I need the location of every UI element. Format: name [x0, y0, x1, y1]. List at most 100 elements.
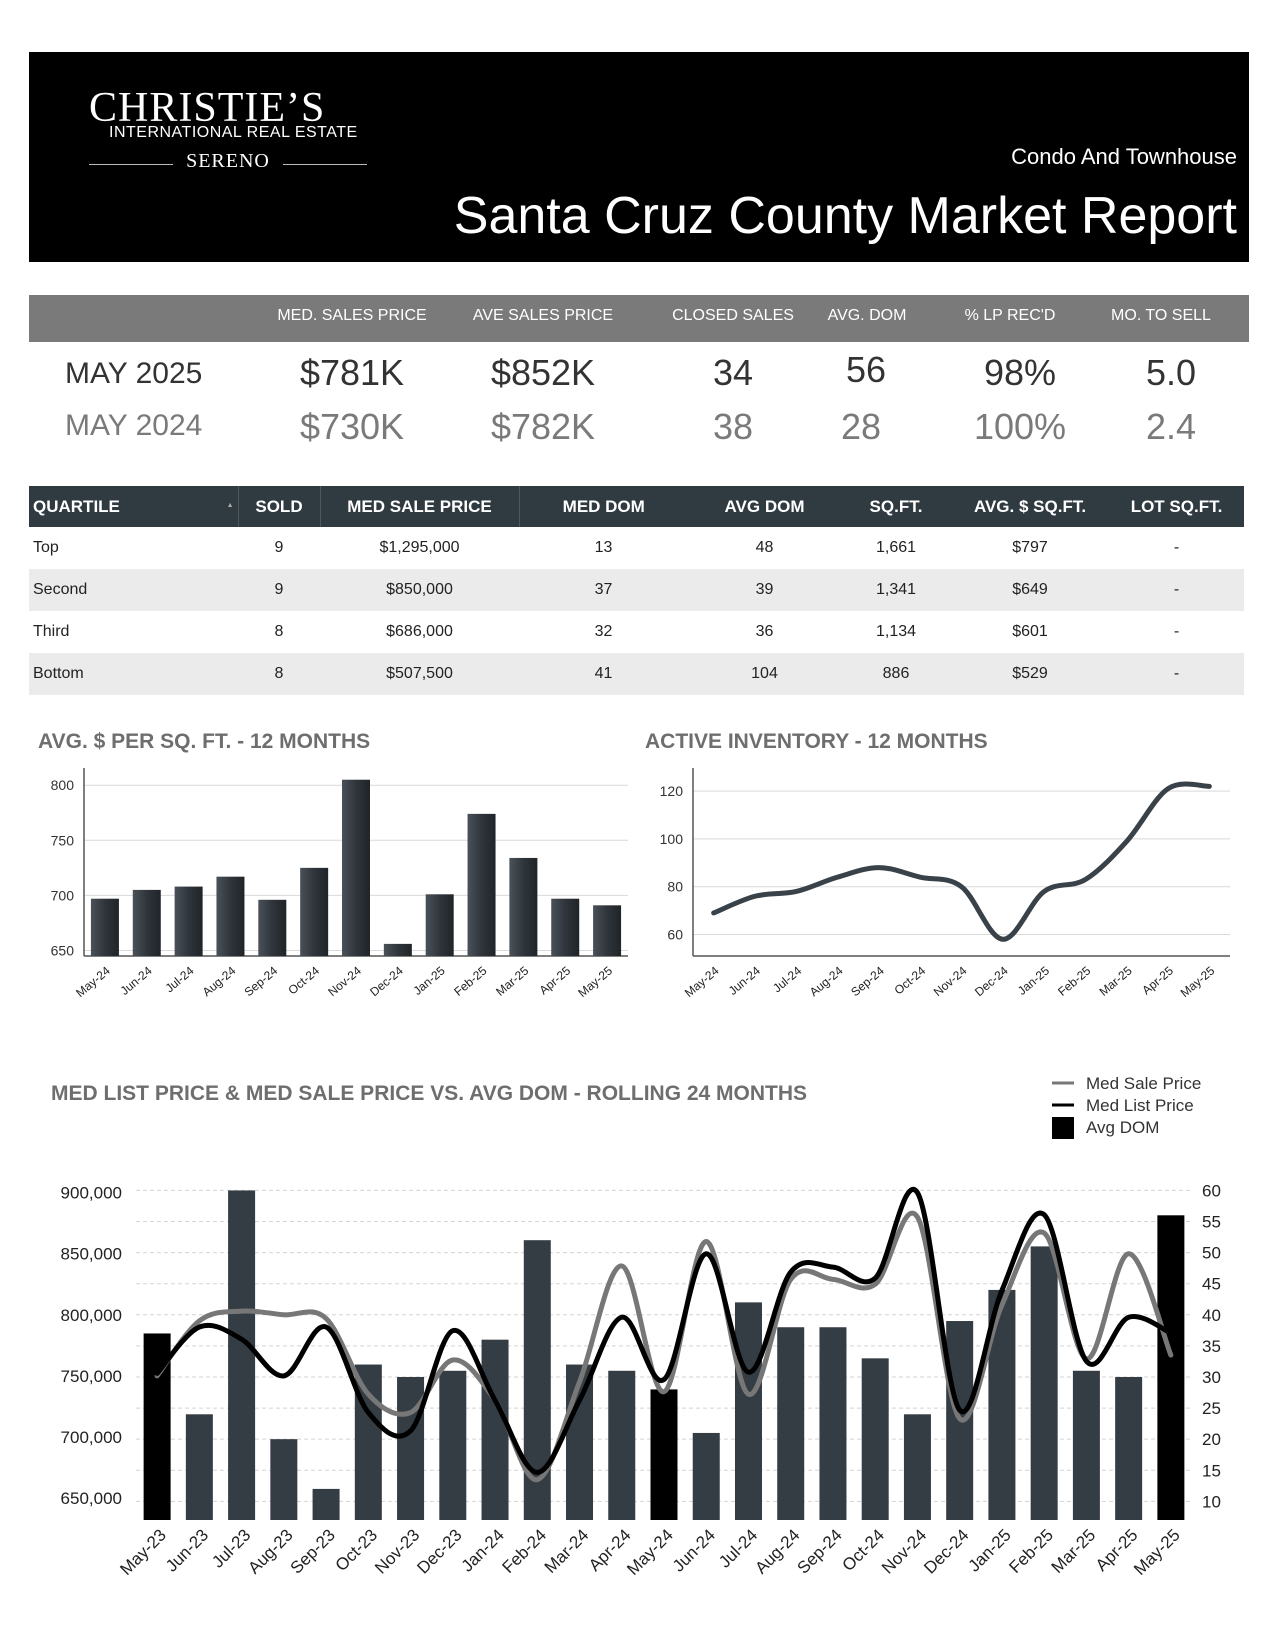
bar [566, 1364, 594, 1520]
table-cell: Top [33, 539, 59, 556]
x-tick-label: Jun-23 [162, 1525, 212, 1575]
x-tick-label: May-24 [623, 1525, 677, 1579]
table-cell: 886 [841, 653, 951, 695]
x-tick-label: Sep-24 [794, 1525, 846, 1577]
x-tick-label: Jul-24 [770, 963, 804, 995]
table-cell: $686,000 [386, 623, 453, 640]
bar [861, 1358, 889, 1520]
x-tick-label: Dec-23 [413, 1525, 465, 1577]
legend-swatch-avg-dom [1052, 1117, 1074, 1139]
summary-header-closed-sales: CLOSED SALES [672, 307, 794, 324]
x-tick-label: May-25 [575, 963, 615, 1000]
summary-header-ave-sales-price: AVE SALES PRICE [472, 307, 614, 324]
table-cell: Third [33, 623, 70, 640]
y-tick-label: 60 [667, 926, 683, 942]
y-tick-label: 100 [660, 831, 684, 847]
chart-title-active-inventory: ACTIVE INVENTORY - 12 MONTHS [645, 730, 988, 753]
x-tick-label: Sep-24 [848, 963, 887, 999]
table-cell: 37 [519, 569, 688, 611]
summary-row-label-current: MAY 2025 [65, 357, 203, 390]
bar [185, 1414, 213, 1520]
x-tick-label: Mar-25 [493, 963, 531, 998]
logo-divider-left [89, 164, 173, 165]
x-tick-label: Jul-24 [163, 963, 197, 995]
column-header-avg-dom[interactable]: AVG DOM [688, 486, 841, 527]
quartile-table: QUARTILE ▲ SOLD MED SALE PRICE MED DOM A… [29, 486, 1244, 695]
x-tick-label: May-25 [1130, 1525, 1184, 1579]
x-tick-label: Sep-23 [287, 1525, 339, 1577]
x-tick-label: Jun-24 [669, 1525, 719, 1575]
table-cell: 8 [238, 653, 320, 695]
y-right-tick-label: 30 [1202, 1368, 1221, 1387]
table-cell: - [1173, 539, 1180, 556]
summary-header-med-sales-price: MED. SALES PRICE [277, 307, 427, 324]
x-tick-label: Oct-24 [285, 963, 322, 997]
logo-divider-right [283, 164, 367, 165]
y-left-tick-label: 800,000 [61, 1306, 122, 1325]
bar [1115, 1376, 1143, 1520]
table-cell: $850,000 [320, 569, 519, 611]
table-cell: 9 [274, 539, 284, 556]
column-header-lot-sqft[interactable]: LOT SQ.FT. [1109, 486, 1244, 527]
column-header-sold[interactable]: SOLD [238, 486, 321, 527]
summary-current-mo-to-sell: 5.0 [1145, 352, 1197, 393]
table-cell: Second [29, 569, 238, 611]
y-right-tick-label: 40 [1202, 1306, 1221, 1325]
y-left-tick-label: 650,000 [61, 1489, 122, 1508]
bar [593, 905, 622, 956]
x-tick-label: Aug-23 [244, 1525, 296, 1577]
series-line [711, 781, 1212, 942]
bar [819, 1327, 847, 1520]
bar [509, 857, 538, 956]
column-header-avg-price-sqft[interactable]: AVG. $ SQ.FT. [951, 486, 1109, 527]
sort-indicator-icon: ▲ [226, 502, 234, 509]
table-cell: 1,661 [875, 539, 917, 556]
bar [90, 898, 119, 956]
bar [903, 1414, 931, 1520]
bar [1072, 1370, 1100, 1520]
y-tick-label: 650 [51, 942, 75, 958]
table-cell: 8 [274, 623, 284, 640]
table-cell: 32 [594, 623, 613, 640]
summary-header-lp-recd: % LP REC'D [964, 307, 1056, 324]
y-tick-label: 800 [51, 777, 75, 793]
table-cell: 9 [238, 569, 320, 611]
x-tick-label: Mar-25 [1048, 1525, 1100, 1577]
bar [467, 813, 496, 956]
table-row: Bottom 8 $507,500 41 104 886 $529 - [29, 653, 1244, 695]
x-tick-label: Nov-24 [878, 1525, 930, 1577]
column-header-sqft[interactable]: SQ.FT. [841, 486, 951, 527]
summary-header-mo-to-sell: MO. TO SELL [1111, 307, 1211, 324]
y-right-tick-label: 35 [1202, 1337, 1221, 1356]
bar [342, 779, 370, 956]
x-tick-label: Apr-25 [1139, 963, 1176, 997]
y-right-tick-label: 10 [1202, 1492, 1221, 1511]
x-tick-label: Mar-24 [541, 1525, 593, 1577]
column-header-med-dom[interactable]: MED DOM [519, 486, 688, 527]
x-tick-label: Jun-24 [726, 963, 763, 998]
bar [734, 1302, 762, 1520]
y-right-tick-label: 20 [1202, 1430, 1221, 1449]
y-tick-label: 120 [660, 783, 684, 799]
column-header-med-sale-price[interactable]: MED SALE PRICE [320, 486, 520, 527]
y-left-tick-label: 700,000 [61, 1428, 122, 1447]
x-tick-label: Jan-25 [411, 963, 448, 998]
table-cell: - [1109, 653, 1244, 695]
summary-current-closed-sales: 34 [712, 352, 754, 393]
y-right-tick-label: 15 [1202, 1461, 1221, 1480]
bar [1157, 1215, 1185, 1520]
summary-prior-lp-recd: 100% [973, 406, 1067, 447]
bar [258, 899, 287, 956]
bar [216, 876, 245, 956]
x-tick-label: Nov-24 [325, 963, 364, 999]
column-header-quartile[interactable]: QUARTILE ▲ [29, 486, 239, 527]
summary-prior-mo-to-sell: 2.4 [1145, 406, 1197, 447]
logo-office-name: SERENO [186, 150, 270, 172]
bar [132, 889, 161, 956]
x-tick-label: Dec-24 [920, 1525, 972, 1577]
bar [312, 1488, 340, 1520]
table-cell: $1,295,000 [379, 539, 460, 556]
x-tick-label: Jun-24 [118, 963, 155, 998]
summary-prior-ave-sales-price: $782K [490, 406, 596, 447]
bar [650, 1389, 678, 1520]
